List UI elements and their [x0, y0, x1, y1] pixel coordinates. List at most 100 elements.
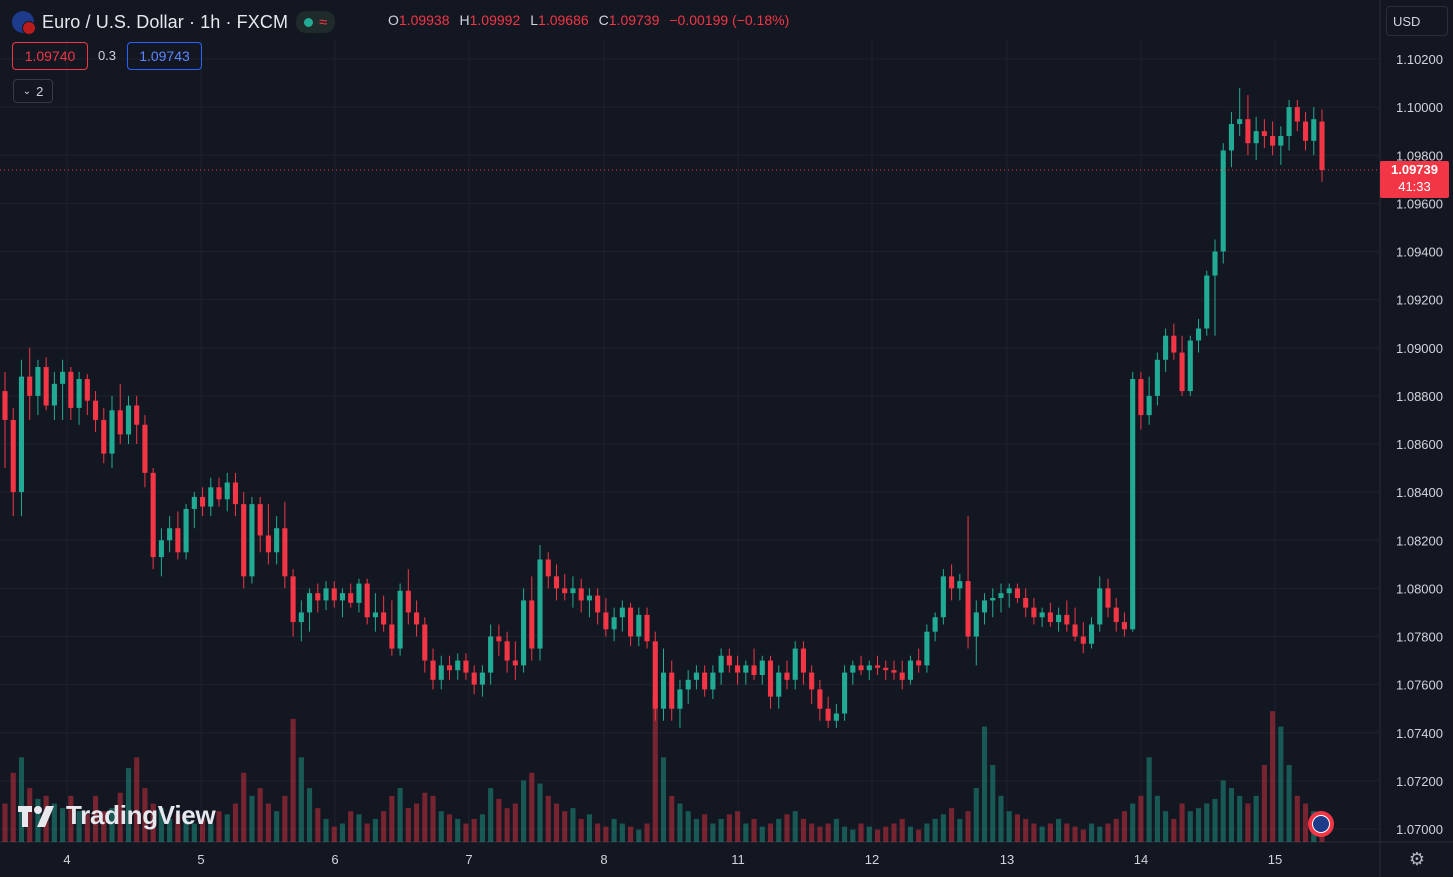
y-axis-tick-label: 1.07200	[1396, 774, 1443, 789]
volume-bar	[850, 829, 856, 842]
candle-body	[1237, 119, 1243, 124]
candle-body	[216, 487, 222, 500]
currency-selector[interactable]: USD	[1386, 6, 1448, 36]
volume-bar	[290, 718, 296, 842]
volume-bar	[1047, 823, 1053, 842]
candle-body	[84, 379, 90, 401]
volume-bar	[60, 808, 66, 842]
y-axis-tick-label: 1.09000	[1396, 341, 1443, 356]
volume-bar	[282, 795, 288, 842]
volume-bar	[216, 811, 222, 842]
candle-body	[932, 617, 938, 632]
volume-bar	[669, 795, 675, 842]
volume-bar	[595, 823, 601, 842]
volume-bar	[817, 826, 823, 842]
candle-body	[18, 376, 25, 493]
candle-body	[1204, 275, 1210, 329]
candle-body	[405, 590, 411, 613]
volume-bar	[1261, 765, 1267, 842]
close-label: C	[598, 12, 609, 28]
candle-body	[611, 617, 617, 630]
candle-body	[644, 614, 650, 642]
candle-body	[356, 583, 362, 603]
candle-body	[586, 595, 592, 601]
volume-bar	[1204, 803, 1210, 842]
y-axis-tick-label: 1.07000	[1396, 822, 1443, 837]
symbol-title[interactable]: Euro / U.S. Dollar · 1h · FXCM	[42, 11, 289, 32]
symbol-header[interactable]: Euro / U.S. Dollar · 1h · FXCM ≈	[12, 10, 336, 35]
change-value: −0.00199 (−0.18%)	[669, 12, 790, 28]
volume-bar	[463, 823, 469, 842]
candle-body	[521, 600, 527, 666]
volume-bar	[800, 818, 806, 842]
x-axis-tick-label: 5	[197, 852, 204, 867]
candle-body	[603, 612, 609, 630]
candle-body	[726, 655, 732, 666]
volume-bar	[109, 808, 115, 842]
candle-body	[578, 588, 584, 601]
volume-bar	[767, 823, 774, 842]
candle-body	[1047, 612, 1053, 623]
candle-body	[257, 504, 263, 536]
candle-body	[1031, 607, 1037, 618]
candle-body	[866, 665, 872, 671]
candle-body	[150, 472, 156, 558]
volume-bar	[1154, 795, 1160, 842]
volume-bar	[101, 811, 107, 842]
candle-body	[191, 496, 197, 509]
candle-body	[307, 593, 313, 613]
indicators-toggle-button[interactable]: ⌄ 2	[13, 79, 53, 103]
volume-bar	[397, 788, 403, 842]
volume-bar	[1039, 826, 1045, 842]
economic-event-marker[interactable]	[1308, 811, 1334, 837]
volume-bar	[1080, 829, 1086, 842]
market-status-pill[interactable]: ≈	[296, 11, 336, 33]
candle-body	[249, 504, 255, 577]
volume-bar	[175, 814, 181, 842]
candle-body	[92, 400, 99, 420]
x-axis-tick-label: 8	[600, 852, 607, 867]
candle-body	[990, 598, 996, 601]
open-label: O	[388, 12, 399, 28]
candle-body	[35, 367, 41, 396]
candle-body	[1311, 119, 1317, 141]
candle-body	[422, 624, 428, 661]
volume-bar	[471, 818, 477, 842]
volume-bar	[949, 808, 955, 842]
volume-bar	[1023, 818, 1029, 842]
candle-body	[883, 667, 889, 671]
candle-body	[1302, 121, 1309, 141]
volume-bar	[257, 788, 263, 842]
candle-body	[1187, 340, 1193, 392]
candle-body	[1253, 131, 1259, 144]
x-axis-tick-label: 14	[1134, 852, 1148, 867]
volume-bar	[866, 826, 872, 842]
volume-bar	[488, 788, 494, 842]
volume-bar	[208, 823, 214, 842]
chart-settings-gear-icon[interactable]: ⚙	[1408, 849, 1426, 869]
volume-bar	[1138, 795, 1144, 842]
ohlc-legend: O1.09938 H1.09992 L1.09686 C1.09739 −0.0…	[388, 12, 789, 28]
eur-usd-flag-icon	[12, 11, 36, 35]
buy-button[interactable]: 1.09743	[127, 42, 202, 70]
volume-bar	[710, 823, 716, 842]
candle-body	[232, 482, 239, 505]
volume-bar	[1245, 803, 1251, 842]
sell-button[interactable]: 1.09740	[12, 42, 88, 70]
candle-body	[438, 665, 444, 680]
y-axis-tick-label: 1.08000	[1396, 581, 1443, 596]
candle-body	[1228, 123, 1235, 151]
candle-body	[965, 581, 971, 637]
volume-bar	[660, 757, 667, 842]
volume-bar	[35, 798, 41, 842]
volume-bar	[307, 788, 313, 842]
open-value: 1.09938	[398, 12, 450, 28]
x-axis-tick-label: 4	[63, 852, 70, 867]
volume-bar	[1130, 803, 1136, 842]
tradingview-logo[interactable]: TradingView	[16, 800, 216, 831]
volume-bar	[1302, 803, 1309, 842]
candle-body	[397, 590, 403, 649]
volume-bar	[751, 818, 757, 842]
y-axis-tick-label: 1.09200	[1396, 293, 1443, 308]
